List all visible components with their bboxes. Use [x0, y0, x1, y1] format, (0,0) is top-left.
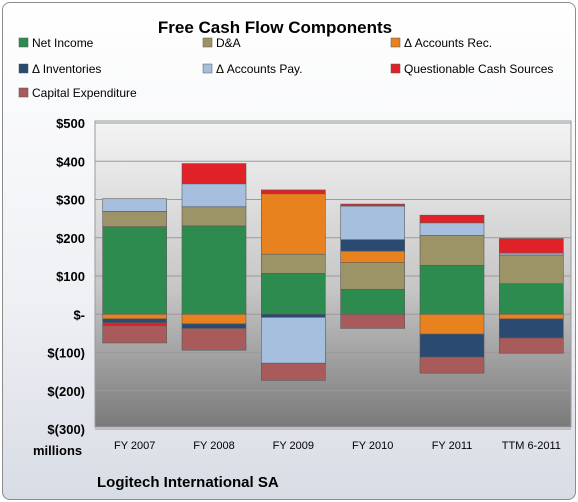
bar-capital-expenditure-ttm-6-2011 — [499, 337, 564, 354]
chart-title: Free Cash Flow Components — [158, 18, 392, 37]
bar-accounts-rec-fy-2009 — [261, 193, 326, 255]
legend-label-accounts-rec: Δ Accounts Rec. — [404, 36, 492, 50]
y-tick-label: $(100) — [47, 346, 85, 361]
legend: Net Income D&A Δ Accounts Rec. Δ Inventorie… — [18, 36, 553, 100]
legend-label-questionable-cash-sources: Questionable Cash Sources — [404, 62, 553, 76]
bar-questionable-cash-sources-ttm-6-2011 — [499, 238, 564, 254]
legend-label-capital-expenditure: Capital Expenditure — [32, 86, 137, 100]
bar-capital-expenditure-fy-2008 — [181, 328, 247, 351]
bars — [102, 163, 564, 381]
bar-d-a-fy-2009 — [261, 253, 326, 274]
bar-accounts-rec-fy-2011 — [419, 313, 485, 335]
x-tick-label: FY 2011 — [432, 440, 473, 452]
bar-accounts-pay-fy-2010 — [340, 205, 405, 240]
bar-questionable-cash-sources-fy-2007 — [102, 322, 167, 327]
bar-accounts-pay-fy-2008 — [181, 183, 247, 208]
bar-questionable-cash-sources-fy-2010 — [340, 203, 405, 207]
legend-swatch-accounts-rec — [390, 37, 401, 48]
bar-accounts-rec-fy-2008 — [181, 313, 247, 325]
legend-swatch-net-income — [18, 37, 29, 48]
bar-net-income-fy-2011 — [419, 264, 485, 315]
legend-swatch-accounts-pay — [202, 63, 213, 74]
legend-swatch-inventories — [18, 63, 29, 74]
y-tick-label: $200 — [56, 231, 85, 246]
legend-label-net-income: Net Income — [32, 36, 94, 50]
y-tick-label: $- — [73, 307, 85, 322]
bar-d-a-fy-2010 — [340, 262, 405, 290]
y-tick-label: $500 — [56, 116, 85, 131]
bar-inventories-fy-2011 — [419, 333, 485, 358]
bar-net-income-fy-2010 — [340, 289, 405, 315]
bar-accounts-pay-fy-2007 — [102, 198, 167, 212]
gridlines — [95, 122, 571, 430]
bar-d-a-fy-2011 — [419, 235, 485, 266]
x-tick-label: FY 2010 — [352, 440, 393, 452]
y-tick-label: $(200) — [47, 384, 85, 399]
bar-accounts-pay-fy-2011 — [419, 222, 485, 236]
bar-d-a-fy-2007 — [102, 211, 167, 227]
x-tick-label: FY 2007 — [114, 440, 155, 452]
chart-svg: Free Cash Flow Components Net Income D&A Δ… — [18, 18, 572, 491]
bar-inventories-ttm-6-2011 — [499, 318, 564, 339]
bar-d-a-ttm-6-2011 — [499, 254, 564, 284]
legend-swatch-d-a — [202, 37, 213, 48]
bar-capital-expenditure-fy-2010 — [340, 313, 405, 329]
bar-net-income-fy-2007 — [102, 226, 167, 315]
bar-net-income-fy-2009 — [261, 273, 326, 315]
bar-net-income-ttm-6-2011 — [499, 283, 564, 315]
legend-label-inventories: Δ Inventories — [32, 62, 101, 76]
bar-inventories-fy-2009 — [261, 313, 326, 318]
y-tick-label: $400 — [56, 154, 85, 169]
plot-area — [94, 120, 572, 428]
y-tick-label: $(300) — [47, 422, 85, 437]
bar-inventories-fy-2007 — [102, 318, 167, 323]
bar-inventories-fy-2008 — [181, 323, 247, 329]
legend-label-d-a: D&A — [216, 36, 241, 50]
bar-inventories-fy-2010 — [340, 239, 405, 252]
bar-capital-expenditure-fy-2011 — [419, 356, 485, 374]
x-axis: FY 2007 FY 2008 FY 2009 FY 2010 FY 2011 TTM 6… — [114, 440, 561, 452]
x-tick-label: TTM 6-2011 — [502, 440, 561, 452]
legend-label-accounts-pay: Δ Accounts Pay. — [216, 62, 303, 76]
x-tick-label: FY 2008 — [193, 440, 234, 452]
x-tick-label: FY 2009 — [273, 440, 314, 452]
company-name: Logitech International SA — [97, 474, 279, 491]
y-axis: $500 $400 $300 $200 $100 $- $(100) $(200) $(300) — [47, 116, 85, 437]
bar-d-a-fy-2008 — [181, 206, 247, 227]
unit-label: millions — [33, 443, 82, 458]
y-tick-label: $100 — [56, 269, 85, 284]
bar-capital-expenditure-fy-2009 — [261, 362, 326, 381]
bar-questionable-cash-sources-fy-2011 — [419, 214, 485, 224]
bar-questionable-cash-sources-fy-2008 — [181, 163, 247, 185]
bar-accounts-rec-fy-2007 — [102, 313, 167, 320]
bar-accounts-rec-ttm-6-2011 — [499, 313, 564, 320]
bar-capital-expenditure-fy-2007 — [102, 325, 167, 344]
legend-swatch-capital-expenditure — [18, 87, 29, 98]
bar-net-income-fy-2008 — [181, 225, 247, 315]
bar-questionable-cash-sources-fy-2009 — [261, 189, 326, 195]
bar-accounts-rec-fy-2010 — [340, 250, 405, 263]
bar-accounts-pay-fy-2009 — [261, 317, 326, 364]
legend-swatch-questionable-cash-sources — [390, 63, 401, 74]
y-tick-label: $300 — [56, 193, 85, 208]
